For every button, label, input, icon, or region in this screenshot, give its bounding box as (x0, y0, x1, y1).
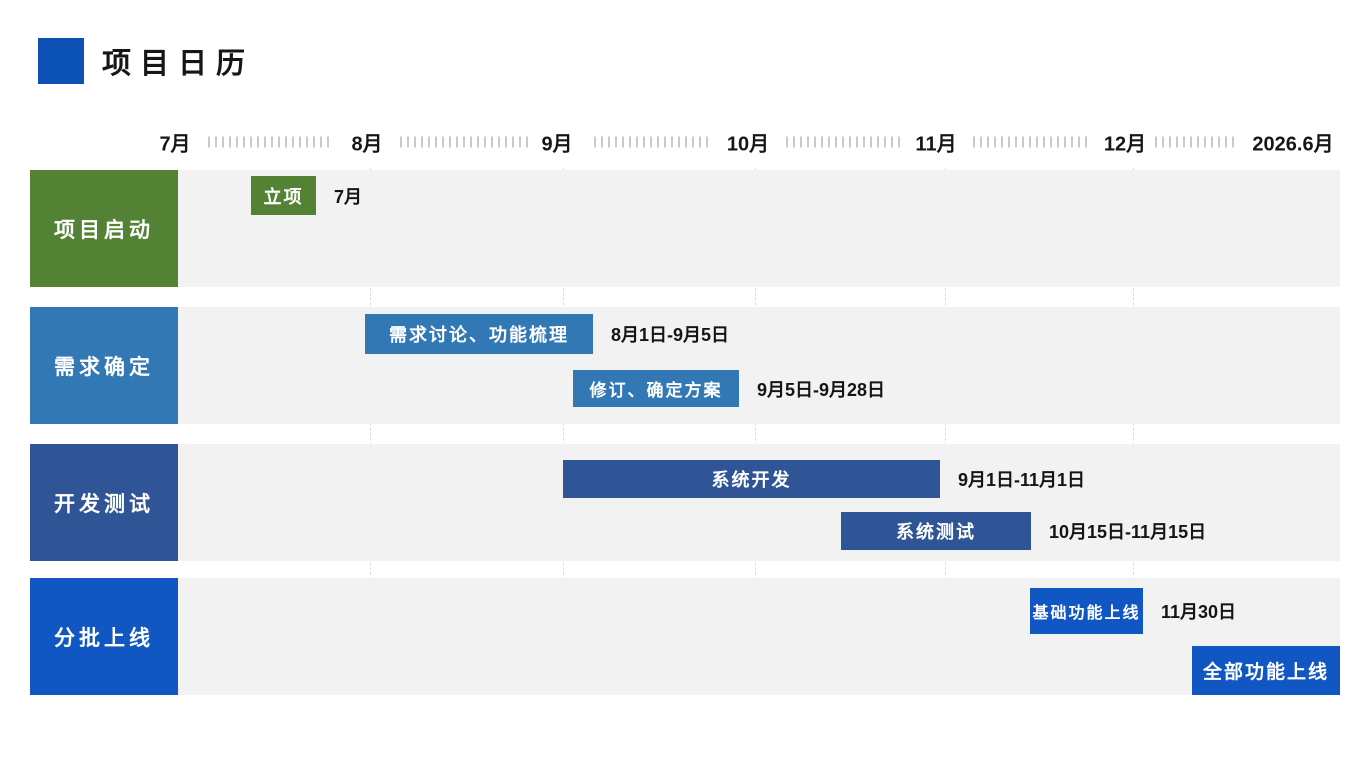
month-gridline (370, 168, 371, 695)
gantt-task-bar: 全部功能上线 (1192, 646, 1340, 695)
month-gridline (755, 168, 756, 695)
page-title: 项目日历 (102, 48, 255, 80)
gantt-row-label: 开发测试 (30, 444, 178, 561)
timeline-month-label: 7月 (159, 133, 191, 156)
timeline-tick-strip (208, 136, 330, 148)
gantt-task-date: 8月1日-9月5日 (611, 325, 730, 345)
timeline-tick-strip (1155, 136, 1238, 148)
month-gridline (945, 168, 946, 695)
gantt-row-track (178, 307, 1340, 424)
gantt-row-label: 分批上线 (30, 578, 178, 695)
gantt-task-date: 10月15日-11月15日 (1049, 522, 1207, 542)
gantt-task-bar: 立项 (251, 176, 316, 215)
timeline-tick-strip (594, 136, 712, 148)
gantt-task-date: 9月1日-11月1日 (958, 470, 1086, 490)
gantt-row-track (178, 170, 1340, 287)
timeline-month-label: 10月 (726, 133, 770, 156)
gantt-task-bar: 系统开发 (563, 460, 940, 498)
gantt-task-date: 11月30日 (1161, 602, 1237, 622)
timeline-month-label: 9月 (541, 133, 573, 156)
gantt-task-date: 9月5日-9月28日 (757, 379, 886, 400)
timeline-tick-strip (400, 136, 528, 148)
timeline-tick-strip (973, 136, 1087, 148)
gantt-row-track (178, 578, 1340, 695)
timeline-month-label: 12月 (1103, 133, 1147, 156)
month-gridline (563, 168, 564, 695)
timeline-month-label: 2026.6月 (1252, 133, 1334, 156)
gantt-row-label: 项目启动 (30, 170, 178, 287)
timeline-month-label: 11月 (915, 133, 957, 156)
gantt-task-date: 7月 (334, 186, 363, 207)
slide-header: 项目日历 (38, 38, 254, 84)
timeline-tick-strip (786, 136, 903, 148)
title-accent-square (38, 38, 84, 84)
gantt-task-bar: 修订、确定方案 (573, 370, 739, 407)
gantt-task-bar: 基础功能上线 (1030, 588, 1143, 634)
gantt-task-bar: 系统测试 (841, 512, 1031, 550)
month-gridline (1133, 168, 1134, 695)
gantt-row-label: 需求确定 (30, 307, 178, 424)
timeline-month-label: 8月 (351, 133, 383, 156)
gantt-task-bar: 需求讨论、功能梳理 (365, 314, 593, 354)
